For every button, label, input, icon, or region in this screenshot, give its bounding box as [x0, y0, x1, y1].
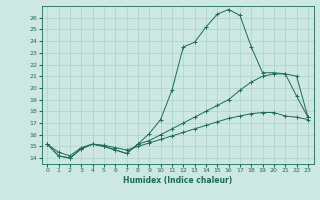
- X-axis label: Humidex (Indice chaleur): Humidex (Indice chaleur): [123, 176, 232, 185]
